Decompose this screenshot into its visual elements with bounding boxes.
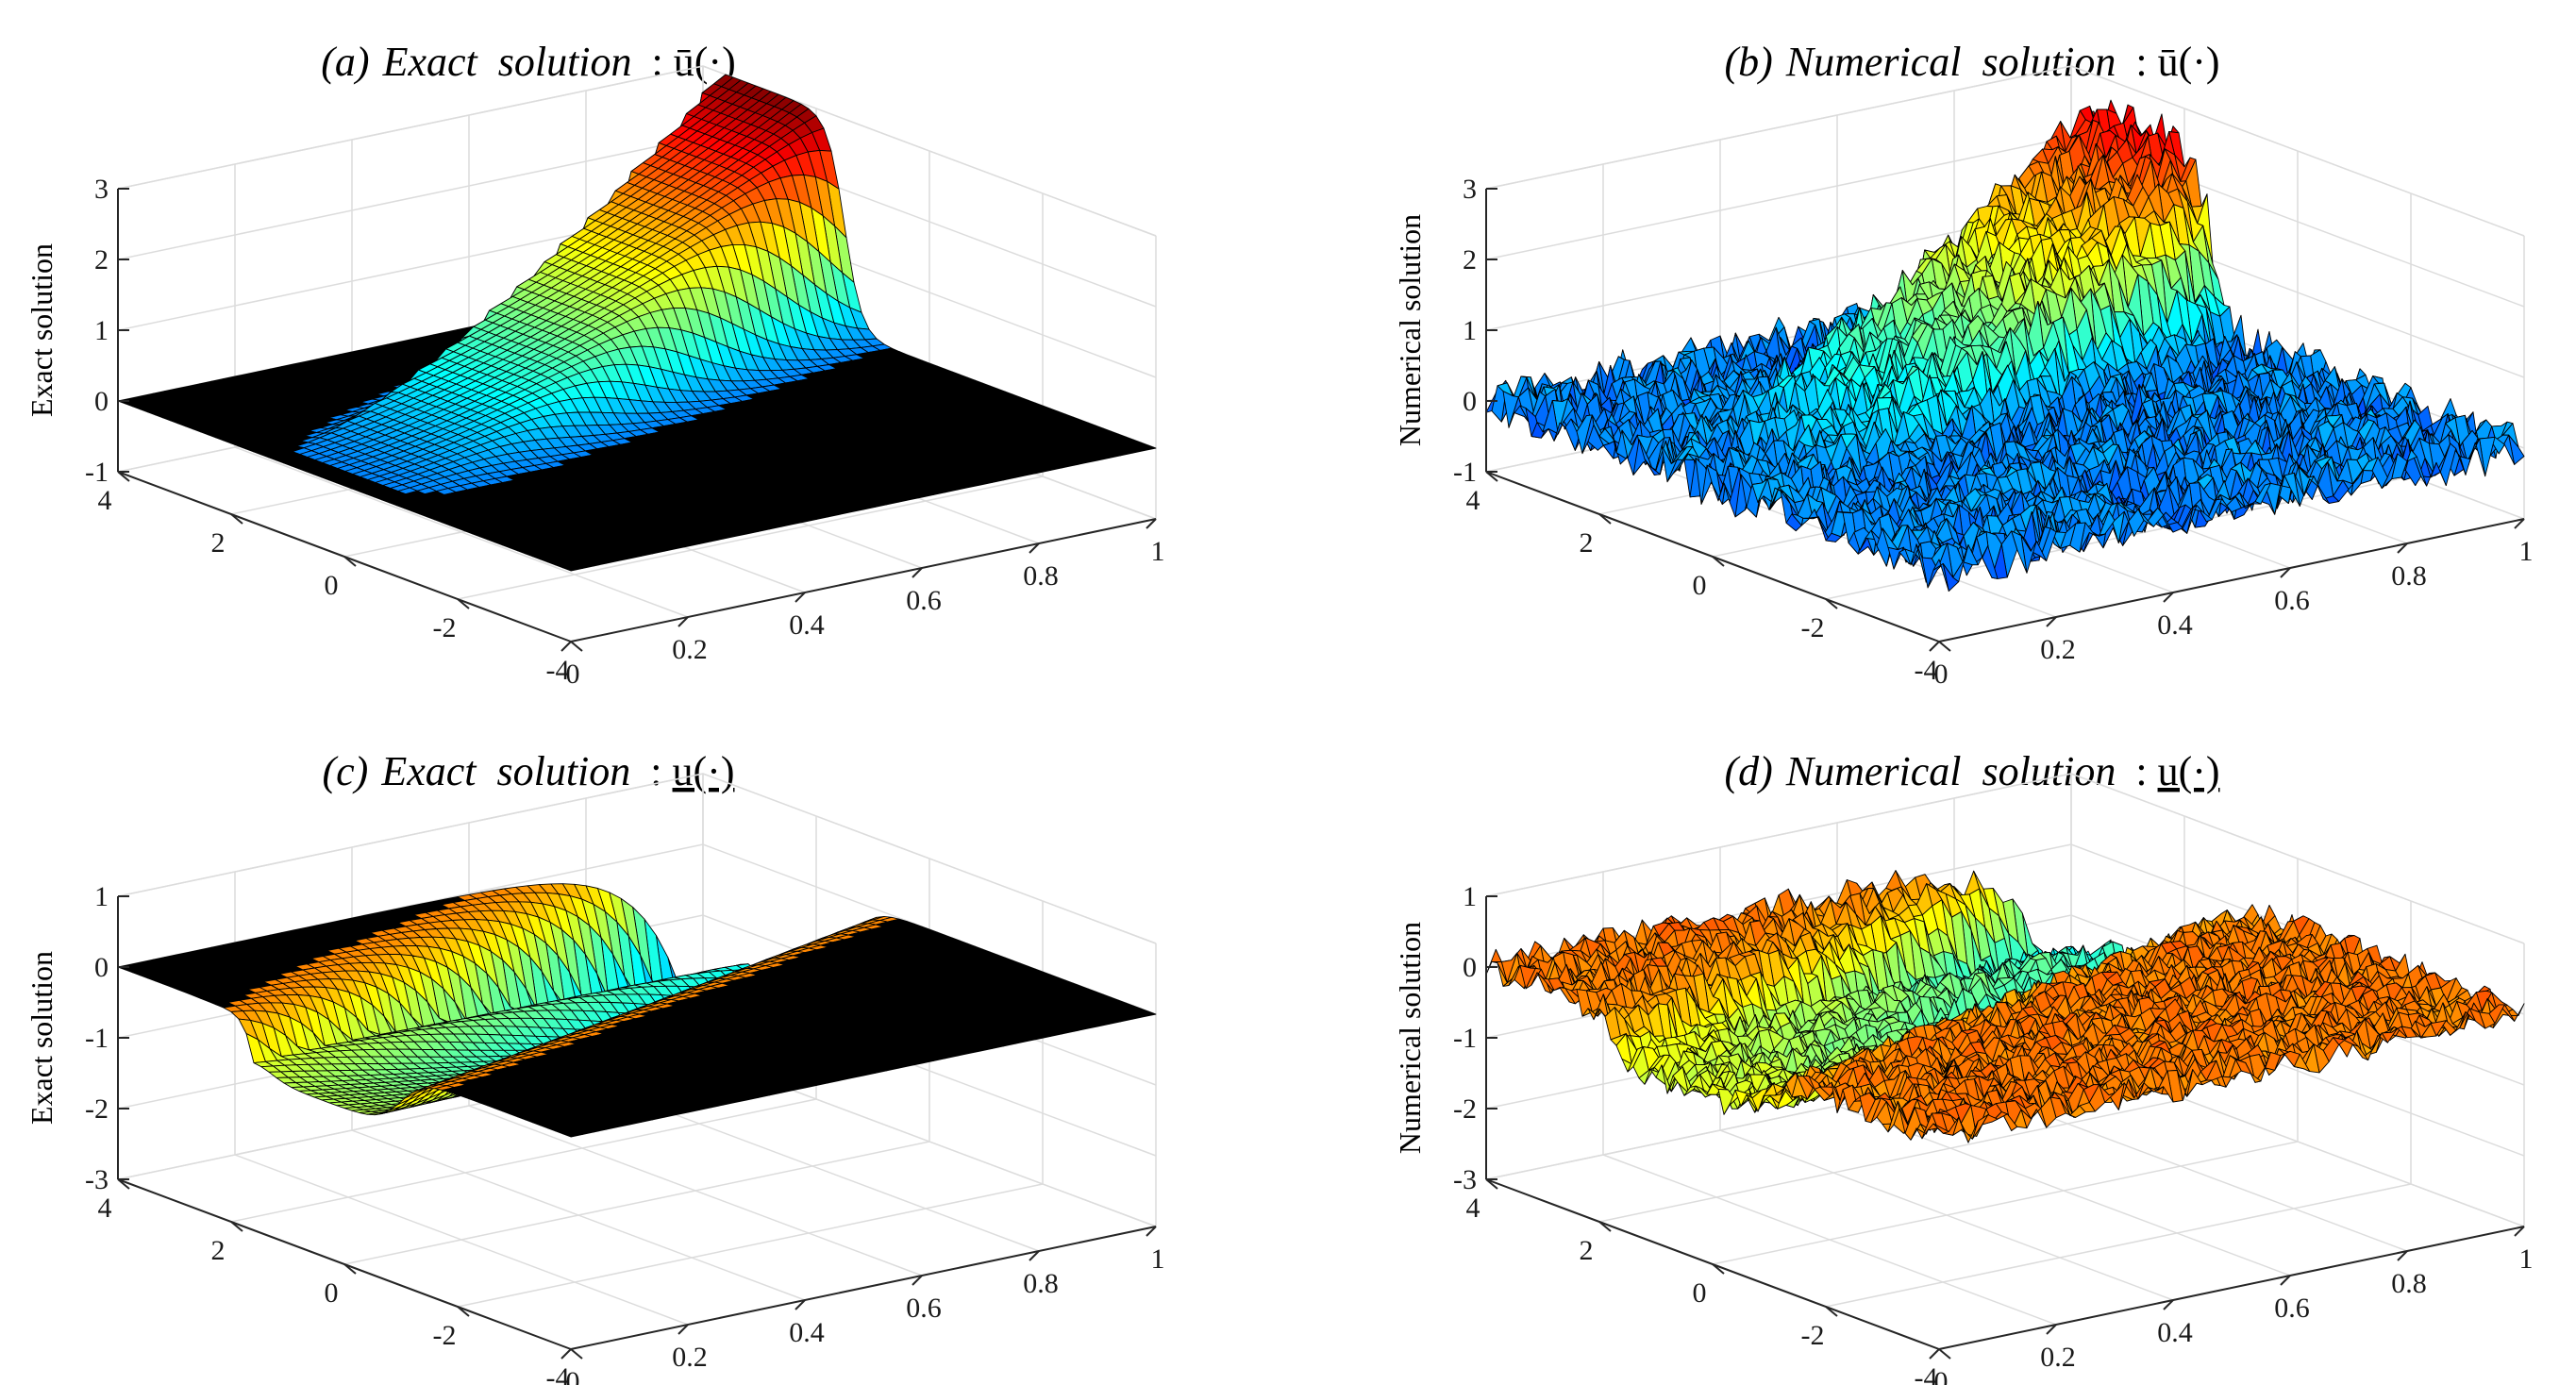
panel-a-name: Exact solution <box>382 39 632 85</box>
panel-b-title: (b) Numerical solution : ū(·) <box>1724 39 2219 85</box>
gridline-x <box>457 476 1044 600</box>
y-tick-label: 1 <box>1151 536 1165 567</box>
panel-a-prefix: (a) <box>321 39 369 85</box>
panel-b-var: ū(·) <box>2158 39 2220 85</box>
box-top <box>117 65 1157 237</box>
panel-b-name: Numerical solution <box>1785 39 2116 85</box>
y-tick-mark <box>560 641 572 652</box>
surface-mesh <box>117 74 1157 572</box>
y-tick-label: 0.2 <box>672 634 708 665</box>
panel-c-prefix: (c) <box>322 748 368 794</box>
x-tick-label: 0 <box>325 570 339 601</box>
y-tick-label: 0.8 <box>1023 560 1059 592</box>
panel-c-title: (c) Exact solution : u(·) <box>322 748 734 794</box>
x-tick-label: 2 <box>211 527 226 559</box>
panel-c-name: Exact solution <box>380 748 630 794</box>
panel-a-title: (a) Exact solution : ū(·) <box>321 39 735 85</box>
z-tick-label: 1 <box>94 315 109 346</box>
y-tick-label: 0 <box>566 659 580 690</box>
panel-d-prefix: (d) <box>1724 748 1772 794</box>
z-tick-label: 3 <box>94 174 109 205</box>
x-tick-label: 4 <box>98 485 112 516</box>
y-tick-label: 0.6 <box>906 585 942 616</box>
z-tick-label: -1 <box>85 457 109 488</box>
panel-b-prefix: (b) <box>1724 39 1772 85</box>
y-tick-label: 0.4 <box>789 609 825 641</box>
surface-mesh <box>1485 99 2525 592</box>
panel-d-title: (d) Numerical solution : u(·) <box>1724 748 2219 794</box>
panel-d-var: u(·) <box>2158 748 2220 794</box>
z-tick-label: 0 <box>94 386 109 417</box>
z-axis-label: Exact solution <box>25 243 59 417</box>
z-tick-label: 2 <box>94 244 109 275</box>
x-tick-label: -2 <box>433 612 457 643</box>
gridline-y <box>234 446 689 618</box>
x-tick-mark <box>570 641 583 652</box>
panel-d-name: Numerical solution <box>1785 748 2116 794</box>
